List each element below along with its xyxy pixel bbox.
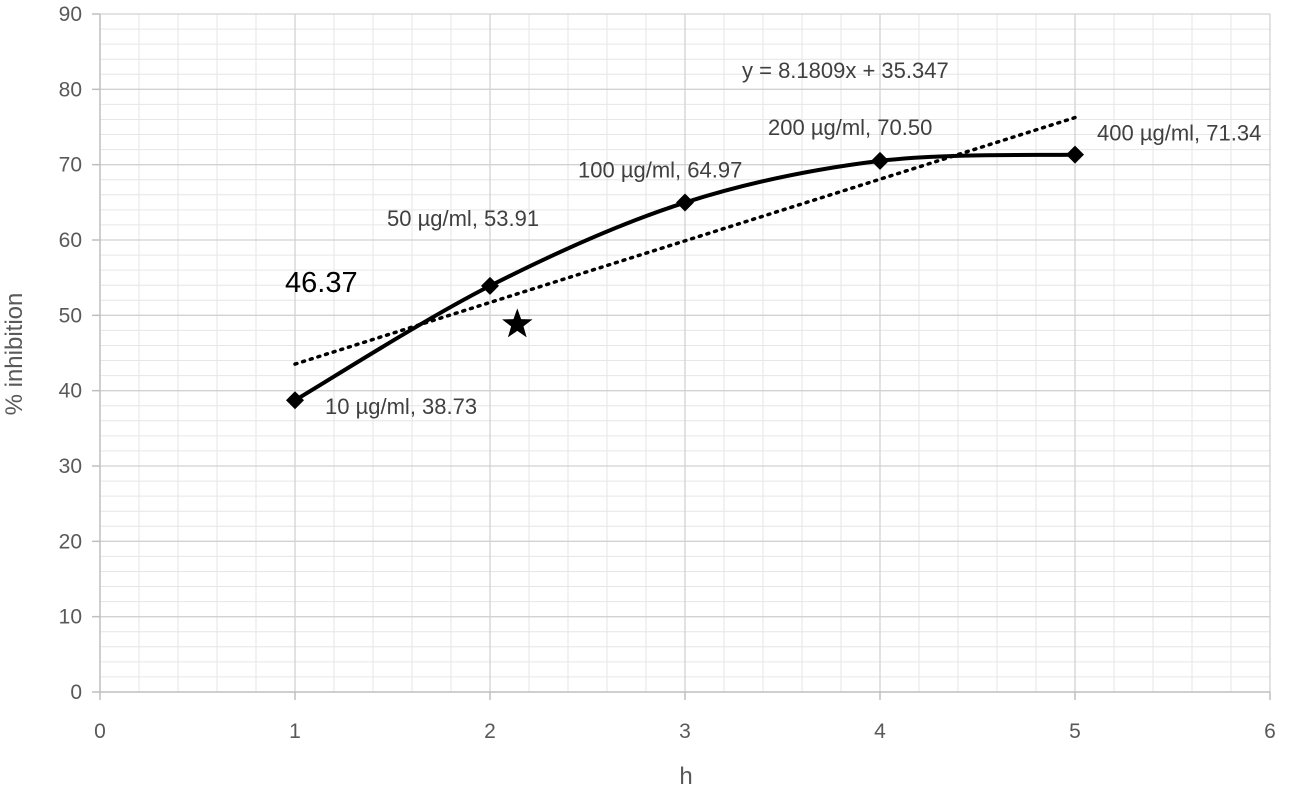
x-tick-label: 2 [484,720,496,743]
y-tick-label: 40 [59,380,82,403]
data-label: 100 µg/ml, 64.97 [578,158,742,183]
data-label: 10 µg/ml, 38.73 [325,394,477,419]
y-tick-label: 30 [59,455,82,478]
y-axis-title: % inhibition [1,293,28,416]
x-tick-label: 6 [1264,720,1276,743]
y-tick-label: 20 [59,530,82,553]
data-point-marker [286,391,304,410]
x-tick-label: 4 [874,720,886,743]
x-axis-title: h [679,763,692,790]
data-label: 400 µg/ml, 71.34 [1097,121,1261,146]
y-tick-label: 10 [59,606,82,629]
data-label: 200 µg/ml, 70.50 [768,115,932,140]
tick-labels: 0 10 20 30 40 50 60 70 80 90 0 1 2 3 4 5 6 [59,3,1276,743]
x-tick-label: 5 [1069,720,1081,743]
star-marker [502,308,533,338]
data-label: 50 µg/ml, 53.91 [387,206,539,231]
data-point-marker [871,151,889,170]
x-tick-label: 3 [679,720,691,743]
y-tick-label: 80 [59,78,82,101]
y-tick-label: 50 [59,304,82,327]
x-tick-label: 1 [289,720,301,743]
series [286,145,1084,410]
major-gridlines [100,13,1271,692]
data-labels: 10 µg/ml, 38.73 50 µg/ml, 53.91 100 µg/ml,… [325,115,1261,419]
y-tick-label: 60 [59,229,82,252]
annotation-text: 46.37 [285,267,358,299]
x-tick-label: 0 [94,720,106,743]
annotations: 46.37 [285,267,533,338]
trendline-equation: y = 8.1809x + 35.347 [742,58,949,83]
y-tick-label: 90 [59,3,82,26]
data-point-marker [481,276,499,295]
y-tick-label: 0 [70,681,82,704]
data-point-marker [1066,145,1084,164]
axes [92,13,1271,700]
data-point-marker [676,193,694,212]
y-tick-label: 70 [59,154,82,177]
